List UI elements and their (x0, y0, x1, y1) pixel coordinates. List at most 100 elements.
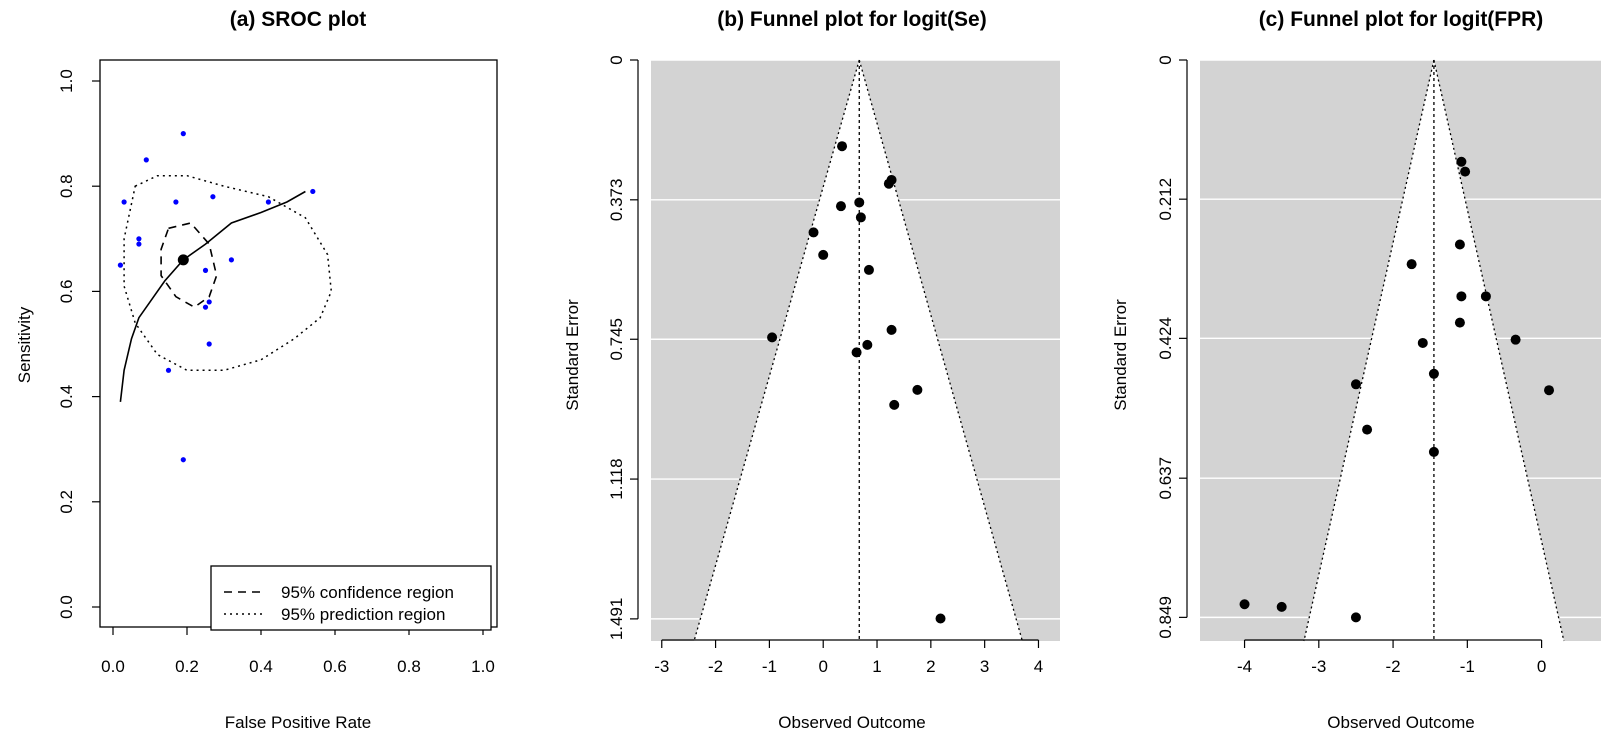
sroc-y-axis-label: Sensitivity (15, 306, 34, 383)
funnel-fpr-funnel-left-edge (1303, 59, 1435, 642)
funnel-se-study-point (818, 249, 829, 260)
funnel-fpr-study-point (1456, 291, 1467, 302)
funnel-fpr-x-axis-label: Observed Outcome (1327, 713, 1474, 732)
funnel-fpr-study-point (1510, 334, 1521, 345)
funnel-se-funnel-left-edge (693, 59, 860, 642)
funnel-se-x-axis-label: Observed Outcome (778, 713, 925, 732)
funnel-se-plot-area: -3 -2 -1 0 1 2 3 4 0 0.373 0.745 1.118 1.491 (607, 55, 1060, 676)
funnel-se-x-tick-label: -1 (762, 657, 777, 676)
sroc-title: (a) SROC plot (230, 8, 367, 31)
funnel-se-study-point (886, 324, 897, 335)
funnel-fpr-study-point (1456, 156, 1467, 167)
funnel-se-study-point (912, 384, 923, 395)
funnel-fpr-funnel-right-edge (1433, 59, 1565, 642)
funnel-fpr-study-point (1428, 446, 1439, 457)
study-point (173, 199, 179, 205)
funnel-se-x-tick-label: 1 (872, 657, 881, 676)
study-point (136, 236, 142, 242)
funnel-se-study-point (854, 197, 865, 208)
funnel-se-title: (b) Funnel plot for logit(Se) (717, 8, 986, 31)
funnel-fpr-study-point (1362, 424, 1373, 435)
study-point (228, 257, 234, 263)
funnel-se-x-tick-label: -3 (654, 657, 669, 676)
sroc-x-tick-label: 0.2 (175, 657, 199, 676)
funnel-se-study-point (851, 347, 862, 358)
funnel-se-x-tick-label: -2 (708, 657, 723, 676)
funnel-se-study-point (886, 174, 897, 185)
funnel-se-y-tick-label: 1.118 (607, 458, 626, 499)
funnel-fpr-x-tick-label: -4 (1237, 657, 1252, 676)
funnel-se-funnel-right-edge (858, 59, 1023, 642)
sroc-x-tick-label: 0.4 (249, 657, 273, 676)
funnel-fpr-x-tick-label: -2 (1386, 657, 1401, 676)
funnel-fpr-study-point (1406, 259, 1417, 270)
funnel-se-y-tick-label: 0 (607, 55, 626, 64)
study-point (180, 131, 186, 137)
funnel-fpr-y-tick-label: 0 (1156, 55, 1175, 64)
funnel-se-x-tick-label: 4 (1034, 657, 1043, 676)
panel-funnel-fpr: (c) Funnel plot for logit(FPR) -4 -3 -2 -1 0… (1111, 8, 1601, 732)
funnel-fpr-study-point (1454, 317, 1465, 328)
funnel-se-x-tick-label: 0 (818, 657, 827, 676)
sroc-x-tick-label: 0.8 (397, 657, 421, 676)
funnel-se-study-point (889, 399, 900, 410)
funnel-fpr-y-tick-label: 0.637 (1156, 457, 1175, 500)
sroc-y-tick-label: 0.2 (57, 490, 76, 514)
funnel-se-study-point (808, 227, 819, 238)
prediction-region (123, 174, 333, 372)
sroc-x-tick-label: 0.0 (101, 657, 125, 676)
study-point (143, 157, 149, 163)
study-point (206, 299, 212, 305)
funnel-se-x-tick-label: 2 (926, 657, 935, 676)
funnel-fpr-y-axis-label: Standard Error (1111, 299, 1130, 411)
funnel-fpr-y-tick-label: 0.212 (1156, 178, 1175, 221)
sroc-x-tick-label: 0.6 (323, 657, 347, 676)
legend-prediction-label: 95% prediction region (281, 605, 445, 624)
study-point (117, 262, 123, 268)
confidence-region (160, 222, 218, 309)
funnel-fpr-study-point (1544, 385, 1555, 396)
funnel-se-study-point (837, 141, 848, 152)
study-point (165, 367, 172, 373)
legend-box (210, 565, 492, 631)
sroc-y-tick-label: 0.6 (57, 280, 76, 304)
study-point (310, 188, 316, 195)
funnel-fpr-study-point (1454, 239, 1465, 250)
funnel-se-y-tick-label: 0.373 (607, 179, 626, 222)
funnel-se-study-point (855, 212, 866, 223)
funnel-fpr-y-tick-label: 0.424 (1156, 317, 1175, 360)
sroc-x-tick-label: 1.0 (471, 657, 495, 676)
funnel-se-y-tick-label: 1.491 (607, 598, 626, 641)
funnel-se-study-point (863, 264, 874, 275)
funnel-se-study-point (862, 339, 873, 350)
panel-sroc: (a) SROC plot 0.0 0.2 0.4 0.6 0.8 1.0 0.0 0.2 0.… (15, 8, 498, 732)
panel-funnel-se: (b) Funnel plot for logit(Se) -3 -2 -1 0 1 2 3… (563, 8, 1060, 732)
sroc-curve (119, 190, 306, 402)
sroc-legend: 95% confidence region 95% prediction reg… (210, 565, 492, 631)
study-point (121, 199, 127, 205)
funnel-fpr-study-point (1350, 612, 1361, 623)
funnel-fpr-study-point (1350, 379, 1361, 390)
sroc-y-tick-label: 0.4 (57, 385, 76, 409)
funnel-fpr-y-tick-label: 0.849 (1156, 596, 1175, 639)
sroc-x-axis-label: False Positive Rate (225, 713, 371, 732)
study-point (180, 457, 186, 463)
funnel-fpr-title: (c) Funnel plot for logit(FPR) (1259, 8, 1544, 31)
funnel-se-study-point (935, 613, 946, 624)
study-point (136, 241, 142, 247)
sroc-frame (99, 59, 498, 628)
funnel-fpr-plot-area: -4 -3 -2 -1 0 0 0.212 0.424 0.637 0.849 (1156, 55, 1601, 676)
sroc-y-tick-label: 1.0 (57, 69, 76, 93)
study-point (202, 304, 209, 310)
funnel-fpr-study-point (1239, 599, 1250, 610)
sroc-y-tick-label: 0.8 (57, 174, 76, 198)
legend-confidence-label: 95% confidence region (281, 583, 454, 602)
study-point (210, 194, 216, 200)
sroc-y-tick-label: 0.0 (57, 595, 76, 619)
funnel-fpr-x-tick-label: -3 (1311, 657, 1326, 676)
study-point (265, 199, 271, 205)
funnel-fpr-study-point (1480, 291, 1491, 302)
funnel-fpr-study-point (1460, 166, 1471, 177)
study-point (202, 267, 209, 273)
